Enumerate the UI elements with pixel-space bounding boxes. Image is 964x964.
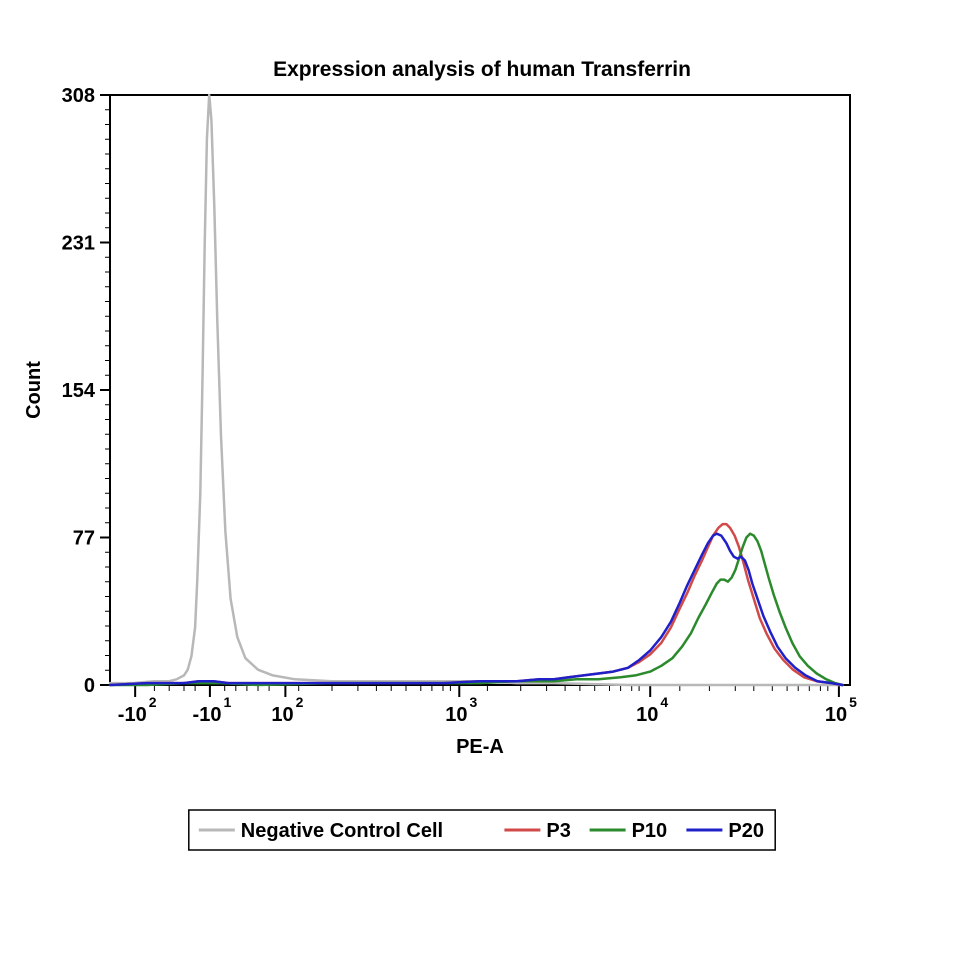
series-line: [110, 534, 843, 685]
series-line: [110, 524, 843, 685]
chart-svg: 0 77 154 231 308 Count -102 -101 102 103 104 105 PE-…: [0, 0, 964, 964]
chart-container: Expression analysis of human Transferrin…: [0, 0, 964, 964]
series-line: [110, 95, 843, 685]
legend-label: P20: [728, 820, 764, 842]
x-axis-label: PE-A: [456, 736, 504, 758]
y-axis-label: Count: [23, 361, 45, 419]
y-tick-label: 308: [62, 85, 95, 107]
x-tick-label: 104: [636, 694, 668, 726]
plot-border: [110, 95, 850, 685]
x-tick-label: 102: [271, 694, 303, 726]
x-tick-label: -101: [193, 694, 232, 726]
x-tick-label: 105: [825, 694, 857, 726]
y-tick-label: 77: [73, 528, 95, 550]
y-tick-label: 0: [84, 675, 95, 697]
x-tick-label: 103: [445, 694, 477, 726]
legend-label: P10: [632, 820, 668, 842]
legend-label: Negative Control Cell: [241, 820, 443, 842]
y-tick-label: 154: [62, 380, 96, 402]
y-tick-label: 231: [62, 233, 95, 255]
x-tick-label: -102: [118, 694, 157, 726]
legend-label: P3: [546, 820, 570, 842]
